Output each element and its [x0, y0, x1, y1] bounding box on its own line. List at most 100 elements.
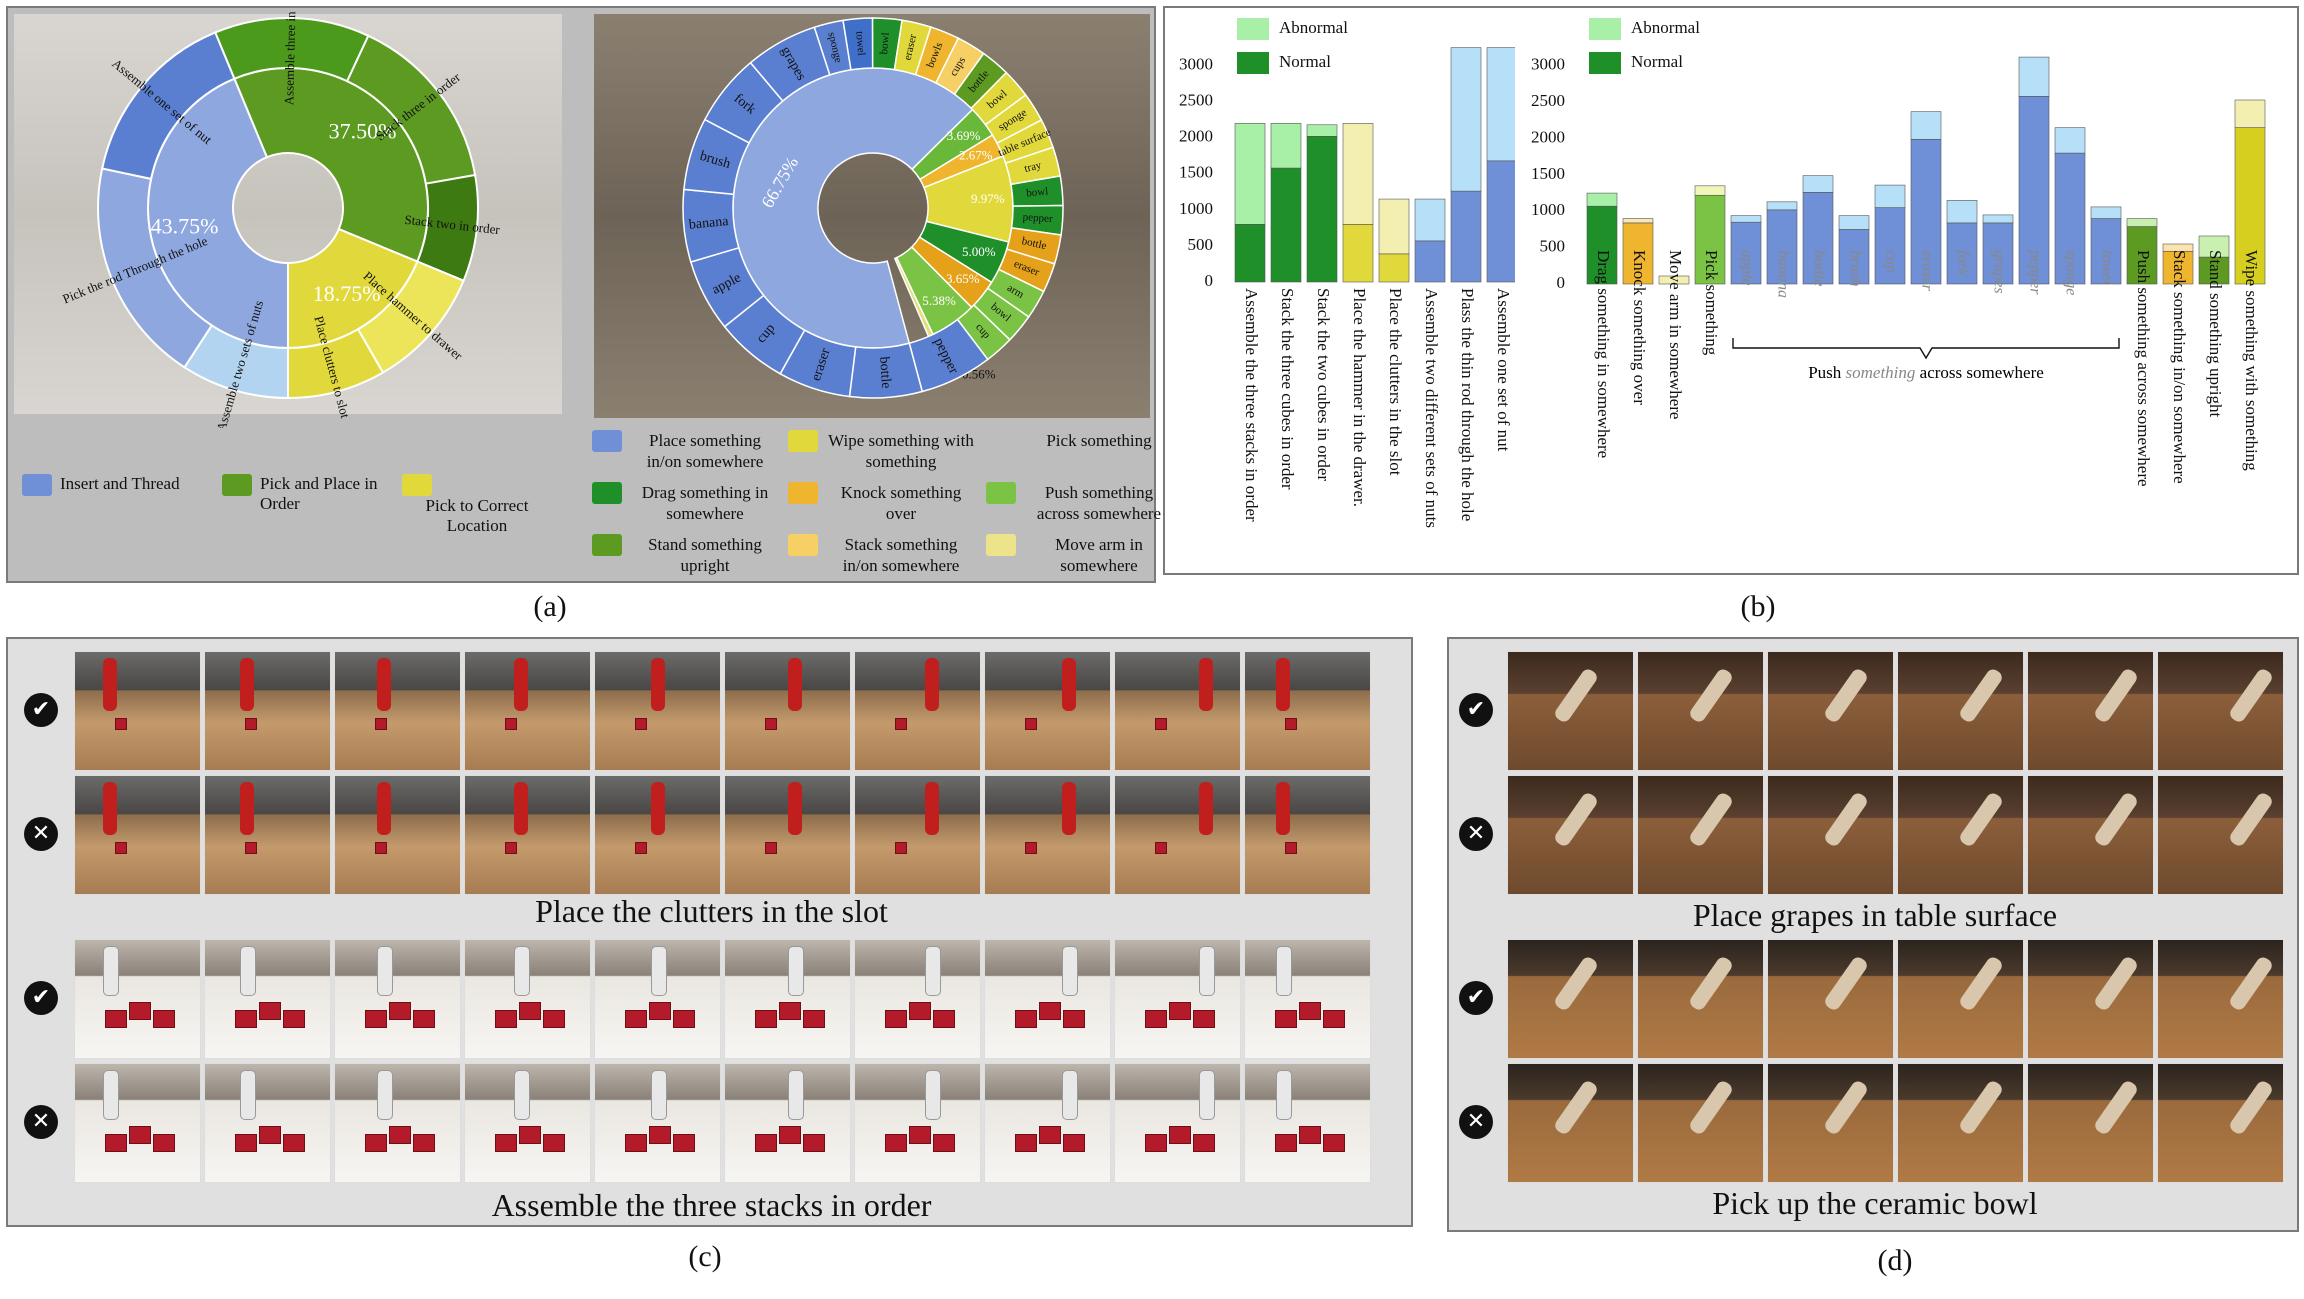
sunburst-outer-label: Assemble three in order	[281, 8, 299, 105]
video-frame	[1114, 939, 1241, 1059]
legend-item: Pick to Correct Location	[402, 474, 582, 536]
bar-abnormal	[1802, 175, 1834, 193]
legend-label: Abnormal	[1631, 18, 1700, 37]
checkmark-icon: ✔	[1459, 693, 1493, 727]
cube-block	[365, 1010, 387, 1028]
bar-abnormal	[2054, 127, 2086, 154]
cube-block	[1145, 1134, 1167, 1152]
robot-arm	[788, 782, 802, 836]
robot-arm	[1957, 1078, 2005, 1137]
cube-block	[909, 1002, 931, 1020]
robot-arm	[377, 658, 391, 712]
y-tick-label: 3000	[1531, 55, 1565, 74]
robot-arm	[651, 782, 665, 836]
cube-block	[673, 1010, 695, 1028]
video-frame	[204, 651, 331, 771]
cube-block	[1323, 1134, 1345, 1152]
legend-item: Drag something in somewhere	[592, 482, 782, 525]
sunburst-chart-tasks: 43.75%37.50%18.75%Assemble two sets of n…	[60, 8, 501, 428]
cross-icon: ✕	[1459, 817, 1493, 851]
cube-block	[365, 1134, 387, 1152]
robot-arm	[1276, 1070, 1292, 1120]
video-frame	[1244, 939, 1371, 1059]
legend-swatch-normal	[1237, 52, 1269, 74]
bar-abnormal	[1270, 123, 1302, 169]
group-brace	[1732, 338, 2120, 360]
x-tick-label: Assemble two different sets of nuts	[1422, 288, 1441, 528]
robot-arm	[1199, 946, 1215, 996]
bar-normal	[1234, 224, 1266, 283]
robot-arm	[2092, 666, 2140, 725]
robot-arm	[651, 946, 667, 996]
robot-arm	[788, 1070, 804, 1120]
video-frame	[2027, 775, 2154, 895]
cross-icon: ✕	[24, 1105, 58, 1139]
y-tick-label: 2000	[1179, 127, 1213, 146]
video-frame	[74, 651, 201, 771]
robot-arm	[240, 1070, 256, 1120]
robot-arm	[1062, 1070, 1078, 1120]
robot-arm	[514, 946, 530, 996]
cube-block	[259, 1126, 281, 1144]
cube-block	[1299, 1126, 1321, 1144]
sunburst-inner-label: 9.97%	[971, 191, 1005, 206]
legend-label: Insert and Thread	[60, 474, 180, 493]
cube-block	[413, 1134, 435, 1152]
y-tick-label: 500	[1540, 237, 1566, 256]
bar-normal	[1270, 167, 1302, 283]
clutter-object	[375, 842, 387, 854]
sunburst-outer-label: tray	[1023, 159, 1043, 175]
robot-arm	[1957, 954, 2005, 1013]
robot-arm	[240, 782, 254, 836]
video-frame	[2157, 1063, 2284, 1183]
bar-normal	[1946, 222, 1978, 285]
chart-legend: Abnormal Normal	[1589, 18, 1700, 74]
video-frame	[1507, 775, 1634, 895]
video-frame	[724, 651, 851, 771]
x-tick-label: towel	[2098, 250, 2115, 285]
robot-arm	[1822, 790, 1870, 849]
video-frame	[1114, 651, 1241, 771]
robot-arm	[2092, 1078, 2140, 1137]
legend-label: Move arm in somewhere	[1055, 535, 1143, 576]
video-frame	[334, 1063, 461, 1183]
sunburst-inner-label: 43.75%	[151, 214, 219, 239]
sunburst-inner-label: 37.50%	[329, 118, 397, 143]
bar-abnormal	[2090, 206, 2122, 219]
y-tick-label: 2500	[1179, 91, 1213, 110]
video-frame	[594, 1063, 721, 1183]
video-frame	[2157, 651, 2284, 771]
panel-a: 43.75% 37.50% 18.75% Assemble two sets of n…	[6, 6, 1161, 583]
cube-block	[153, 1134, 175, 1152]
y-tick-label: 2500	[1531, 91, 1565, 110]
video-frame	[1637, 939, 1764, 1059]
panel-c: ✔ ✕ ✔ ✕ Place the clutters in the slot Asse…	[6, 637, 1413, 1227]
video-frame	[724, 1063, 851, 1183]
y-tick-label: 1000	[1179, 199, 1213, 218]
bar-abnormal	[1946, 200, 1978, 224]
video-frame	[594, 651, 721, 771]
cube-block	[283, 1010, 305, 1028]
video-frame	[1637, 1063, 1764, 1183]
cube-block	[1015, 1134, 1037, 1152]
cube-block	[803, 1010, 825, 1028]
legend-swatch	[788, 482, 818, 504]
y-tick-label: 1500	[1179, 163, 1213, 182]
robot-arm	[1062, 946, 1078, 996]
cube-block	[1063, 1010, 1085, 1028]
bar-abnormal	[1234, 123, 1266, 225]
task-title-grapes: Place grapes in table surface	[1692, 897, 2058, 933]
x-tick-label: Pick something	[1702, 250, 1721, 356]
bar-abnormal	[1658, 275, 1690, 285]
cube-block	[933, 1134, 955, 1152]
legend-item: Pick and Place in Order	[222, 474, 380, 514]
video-frame	[1244, 775, 1371, 895]
cube-block	[755, 1134, 777, 1152]
clutter-object	[1025, 842, 1037, 854]
robot-arm	[2227, 666, 2275, 725]
legend-swatch-abnormal	[1237, 18, 1269, 40]
x-tick-label: fork	[1954, 250, 1971, 277]
cube-block	[625, 1010, 647, 1028]
bar-abnormal	[1586, 192, 1618, 207]
legend-swatch-normal	[1589, 52, 1621, 74]
